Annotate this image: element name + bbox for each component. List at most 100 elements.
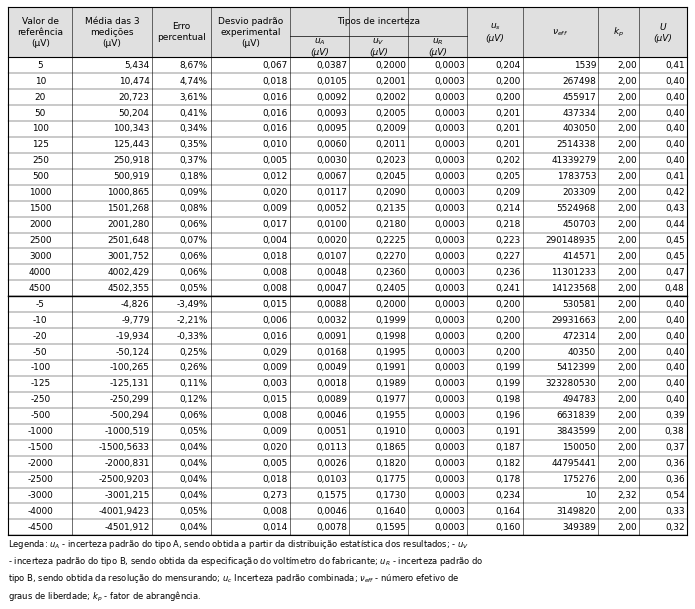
Text: 450703: 450703 [562,220,596,229]
Text: 0,0003: 0,0003 [434,157,465,165]
Text: 2,00: 2,00 [617,61,637,69]
Text: 2,00: 2,00 [617,475,637,484]
Text: 0,0046: 0,0046 [316,507,347,516]
Text: 0,0003: 0,0003 [434,411,465,420]
Text: 0,1775: 0,1775 [375,475,406,484]
Text: 0,006: 0,006 [263,315,288,325]
Text: 0,42: 0,42 [665,188,685,197]
Text: 0,200: 0,200 [496,77,521,86]
Text: 0,06%: 0,06% [180,252,208,261]
Text: 500,919: 500,919 [113,172,149,181]
Text: 0,200: 0,200 [496,315,521,325]
Text: 0,0387: 0,0387 [316,61,347,69]
Text: -2500: -2500 [27,475,53,484]
Text: 29931663: 29931663 [551,315,596,325]
Text: 0,0003: 0,0003 [434,93,465,102]
Text: 0,04%: 0,04% [180,523,208,532]
Text: 0,015: 0,015 [263,300,288,309]
Text: 0,48: 0,48 [665,284,685,293]
Text: 2,00: 2,00 [617,348,637,356]
Text: $u_R$
(μV): $u_R$ (μV) [428,36,447,57]
Text: 0,2001: 0,2001 [375,77,406,86]
Text: 3149820: 3149820 [557,507,596,516]
Text: 3843599: 3843599 [557,428,596,436]
Text: 0,45: 0,45 [665,252,685,261]
Text: 0,40: 0,40 [665,395,685,404]
Text: 0,0032: 0,0032 [316,315,347,325]
Text: 2,00: 2,00 [617,77,637,86]
Text: 0,018: 0,018 [263,77,288,86]
Text: 0,12%: 0,12% [180,395,208,404]
Text: 0,0003: 0,0003 [434,459,465,468]
Text: 0,016: 0,016 [263,124,288,133]
Text: 150050: 150050 [562,443,596,452]
Text: 0,204: 0,204 [496,61,521,69]
Text: 437334: 437334 [562,108,596,118]
Text: 0,0003: 0,0003 [434,300,465,309]
Text: 0,0003: 0,0003 [434,315,465,325]
Text: 0,35%: 0,35% [180,141,208,149]
Text: 0,1955: 0,1955 [375,411,406,420]
Text: 0,2000: 0,2000 [375,61,406,69]
Text: 2,00: 2,00 [617,204,637,213]
Text: 0,0089: 0,0089 [316,395,347,404]
Text: 0,003: 0,003 [263,379,288,389]
Text: -0,33%: -0,33% [177,332,208,340]
Text: 0,223: 0,223 [496,236,521,245]
Text: 3,61%: 3,61% [180,93,208,102]
Text: 0,0100: 0,0100 [316,220,347,229]
Text: 0,0003: 0,0003 [434,379,465,389]
Text: -3000: -3000 [27,491,53,500]
Text: 0,008: 0,008 [263,411,288,420]
Text: 290148935: 290148935 [546,236,596,245]
Text: Valor de
referência
(μV): Valor de referência (μV) [17,16,63,48]
Text: $U$
(μV): $U$ (μV) [653,21,672,43]
Text: 0,2270: 0,2270 [375,252,406,261]
Text: 0,05%: 0,05% [180,428,208,436]
Text: 0,38: 0,38 [665,428,685,436]
Text: 0,36: 0,36 [665,475,685,484]
Text: 6631839: 6631839 [557,411,596,420]
Text: 0,0168: 0,0168 [316,348,347,356]
Text: 0,009: 0,009 [263,364,288,373]
Text: 0,40: 0,40 [665,77,685,86]
Text: 0,1730: 0,1730 [375,491,406,500]
Text: 0,34%: 0,34% [180,124,208,133]
Text: 0,201: 0,201 [496,124,521,133]
Text: 0,0003: 0,0003 [434,491,465,500]
Text: 0,2090: 0,2090 [375,188,406,197]
Text: 0,182: 0,182 [496,459,521,468]
Text: 0,04%: 0,04% [180,443,208,452]
Text: 0,0088: 0,0088 [316,300,347,309]
Text: -20: -20 [33,332,47,340]
Text: 414571: 414571 [562,252,596,261]
Text: 349389: 349389 [562,523,596,532]
Text: -3,49%: -3,49% [177,300,208,309]
Text: 0,198: 0,198 [496,395,521,404]
Text: 0,2002: 0,2002 [375,93,406,102]
Text: 0,029: 0,029 [263,348,288,356]
Text: 1000,865: 1000,865 [107,188,149,197]
Text: -5: -5 [36,300,44,309]
Text: 2,00: 2,00 [617,93,637,102]
Text: 0,40: 0,40 [665,141,685,149]
Text: 125: 125 [32,141,49,149]
Text: 0,04%: 0,04% [180,459,208,468]
Text: 0,164: 0,164 [496,507,521,516]
Text: 2514338: 2514338 [557,141,596,149]
Text: 2,00: 2,00 [617,364,637,373]
Text: 0,0003: 0,0003 [434,77,465,86]
Text: 0,160: 0,160 [496,523,521,532]
Text: 0,187: 0,187 [496,443,521,452]
Text: 0,0047: 0,0047 [316,284,347,293]
Text: 100: 100 [32,124,49,133]
Text: 0,0092: 0,0092 [316,93,347,102]
Text: 0,1995: 0,1995 [375,348,406,356]
Text: 0,04%: 0,04% [180,491,208,500]
Text: 2,00: 2,00 [617,428,637,436]
Text: Legenda: $u_A$ - incerteza padrão do tipo A, sendo obtida a partir da distribuiç: Legenda: $u_A$ - incerteza padrão do tip… [8,538,484,604]
Text: 2,00: 2,00 [617,395,637,404]
Text: 0,54: 0,54 [665,491,685,500]
Text: -4500: -4500 [27,523,53,532]
Text: 0,11%: 0,11% [180,379,208,389]
